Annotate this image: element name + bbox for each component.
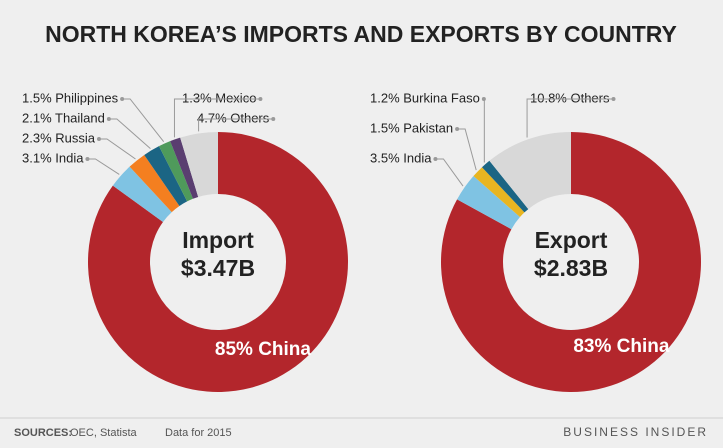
slice	[482, 160, 529, 213]
leader-line	[526, 98, 614, 138]
slice	[441, 132, 701, 393]
slice	[87, 132, 349, 393]
slice	[457, 176, 520, 230]
leader-dot	[120, 97, 125, 101]
slice-label: 3.5% India	[370, 150, 432, 165]
leader-dot	[455, 127, 460, 131]
slice-label: 1.5% Philippines	[22, 90, 119, 105]
slice	[158, 141, 193, 202]
center-title: Export	[535, 227, 608, 253]
leader-dot	[96, 137, 101, 141]
leader-dot	[85, 157, 90, 161]
leader-dot	[258, 97, 263, 101]
slice	[180, 132, 218, 197]
center-subtitle: $2.83B	[534, 255, 608, 281]
leader-dot	[271, 117, 276, 121]
leader-line	[98, 138, 136, 160]
leader-dot	[433, 157, 438, 161]
slice-label: 4.7% Others	[197, 110, 270, 125]
leader-line	[457, 128, 477, 171]
slice-label: 2.1% Thailand	[22, 110, 105, 125]
sources-label: SOURCES:	[14, 427, 72, 439]
leader-dot	[106, 117, 111, 121]
center-title: Import	[182, 227, 254, 253]
slice-label: 1.3% Mexico	[182, 90, 256, 105]
note: Data for 2015	[165, 427, 232, 439]
slice-label: 1.5% Pakistan	[370, 120, 453, 135]
slice-label: 83% China	[573, 336, 670, 357]
sources: OEC, Statista	[70, 427, 138, 439]
slice-label: 1.2% Burkina Faso	[370, 90, 480, 105]
leader-line	[435, 158, 464, 187]
slice	[129, 154, 180, 213]
leader-line	[173, 98, 261, 138]
slice	[489, 132, 571, 210]
brand: BUSINESS INSIDER	[563, 425, 708, 439]
slice-label: 10.8% Others	[530, 90, 610, 105]
center-subtitle: $3.47B	[181, 255, 255, 281]
slice	[144, 146, 188, 206]
slice-label: 2.3% Russia	[22, 130, 96, 145]
leader-dot	[611, 97, 616, 101]
leader-line	[198, 118, 274, 132]
slice	[170, 137, 199, 199]
leader-line	[108, 118, 151, 149]
leader-dot	[481, 97, 486, 101]
slice-label: 85% China	[215, 339, 312, 360]
slice	[112, 166, 172, 223]
slice-label: 3.1% India	[22, 150, 84, 165]
chart-title: NORTH KOREA’S IMPORTS AND EXPORTS BY COU…	[45, 21, 677, 47]
slice	[473, 167, 525, 218]
leader-line	[122, 98, 165, 143]
leader-line	[87, 158, 120, 175]
